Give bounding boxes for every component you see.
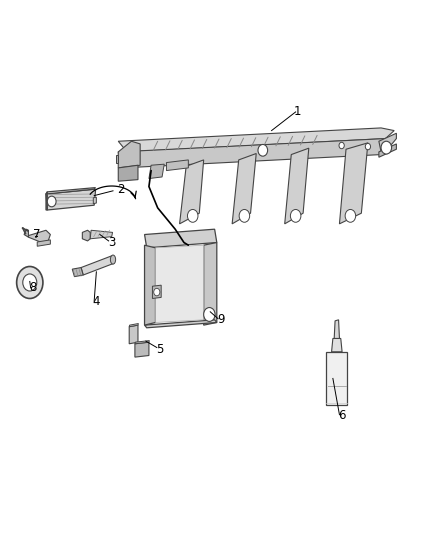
Polygon shape bbox=[90, 230, 113, 239]
Polygon shape bbox=[129, 325, 138, 344]
Polygon shape bbox=[118, 139, 385, 168]
Polygon shape bbox=[46, 189, 95, 210]
Polygon shape bbox=[145, 320, 217, 328]
Text: 5: 5 bbox=[156, 343, 163, 356]
Ellipse shape bbox=[110, 255, 116, 264]
Circle shape bbox=[23, 274, 37, 291]
Circle shape bbox=[290, 209, 301, 222]
Polygon shape bbox=[339, 143, 368, 224]
Circle shape bbox=[17, 266, 43, 298]
Circle shape bbox=[187, 209, 198, 222]
Polygon shape bbox=[155, 245, 204, 322]
Text: 8: 8 bbox=[29, 281, 36, 294]
Circle shape bbox=[365, 143, 371, 150]
Polygon shape bbox=[24, 229, 28, 237]
Polygon shape bbox=[180, 160, 204, 224]
Bar bbox=[326, 352, 347, 405]
Text: 6: 6 bbox=[338, 409, 346, 422]
Text: 7: 7 bbox=[33, 228, 41, 241]
Polygon shape bbox=[334, 320, 339, 338]
Polygon shape bbox=[93, 197, 96, 204]
Polygon shape bbox=[28, 230, 50, 243]
Polygon shape bbox=[149, 164, 164, 179]
Circle shape bbox=[204, 308, 215, 321]
Polygon shape bbox=[118, 141, 140, 168]
Polygon shape bbox=[285, 148, 309, 224]
Polygon shape bbox=[81, 256, 114, 275]
Polygon shape bbox=[145, 245, 155, 325]
Polygon shape bbox=[232, 154, 256, 224]
Polygon shape bbox=[118, 165, 138, 181]
Polygon shape bbox=[332, 338, 342, 352]
Polygon shape bbox=[82, 230, 90, 241]
Text: 9: 9 bbox=[217, 313, 225, 326]
Polygon shape bbox=[46, 188, 95, 194]
Circle shape bbox=[345, 209, 356, 222]
Polygon shape bbox=[379, 133, 396, 152]
Polygon shape bbox=[204, 243, 217, 325]
Polygon shape bbox=[46, 192, 47, 210]
Text: 2: 2 bbox=[117, 183, 124, 196]
Polygon shape bbox=[145, 229, 217, 248]
Polygon shape bbox=[129, 324, 138, 327]
Polygon shape bbox=[37, 240, 50, 246]
Circle shape bbox=[47, 196, 56, 207]
Circle shape bbox=[258, 144, 268, 156]
Circle shape bbox=[154, 288, 160, 296]
Polygon shape bbox=[166, 160, 188, 171]
Polygon shape bbox=[135, 341, 149, 344]
Polygon shape bbox=[135, 342, 149, 357]
Polygon shape bbox=[118, 128, 394, 152]
Polygon shape bbox=[72, 268, 83, 277]
Circle shape bbox=[339, 142, 344, 149]
Text: 3: 3 bbox=[108, 236, 115, 249]
Polygon shape bbox=[116, 155, 118, 163]
Polygon shape bbox=[152, 285, 161, 298]
Text: 1: 1 bbox=[294, 106, 302, 118]
Circle shape bbox=[381, 141, 392, 154]
Circle shape bbox=[239, 209, 250, 222]
Polygon shape bbox=[379, 144, 396, 157]
Text: 4: 4 bbox=[92, 295, 100, 308]
